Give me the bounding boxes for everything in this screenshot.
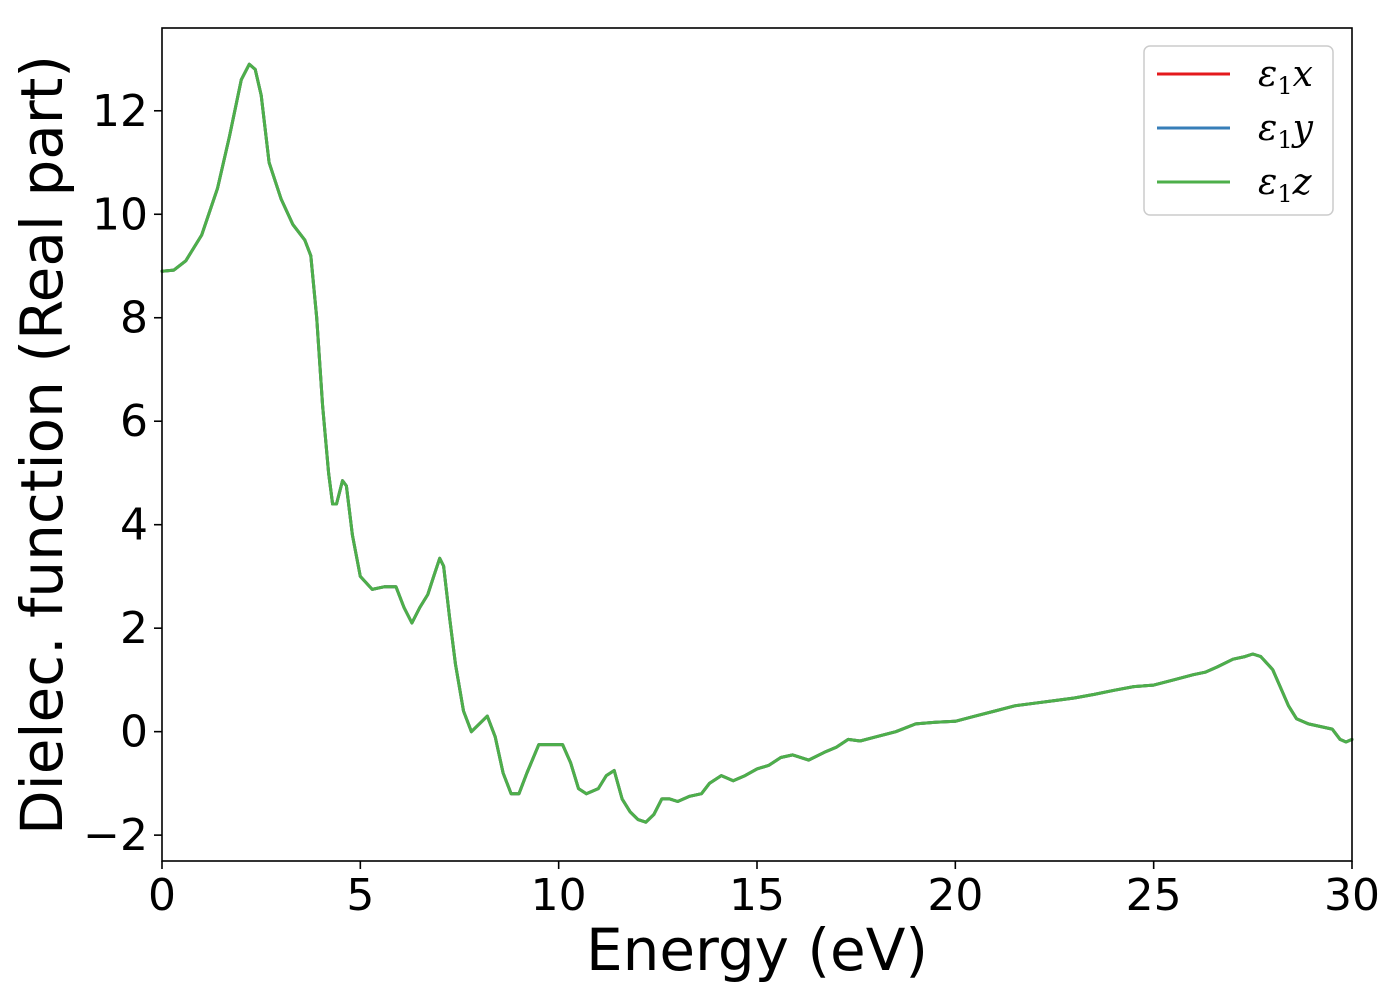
x-axis-label: Energy (eV) [586,916,928,984]
x-tick-label: 0 [148,870,176,921]
y-tick-label: 12 [92,86,148,137]
y-tick-label: 0 [120,707,148,758]
legend-label: ε1y [1258,108,1314,154]
x-axis: 0 5 10 15 20 25 30 [148,861,1380,921]
legend-box [1143,45,1334,216]
y-tick-label: −2 [83,810,148,861]
legend-label: ε1x [1258,54,1313,100]
x-tick-label: 20 [927,870,983,921]
legend-label: ε1z [1258,162,1313,208]
x-tick-label: 10 [531,870,587,921]
x-tick-label: 5 [346,870,374,921]
y-tick-label: 8 [120,293,148,344]
x-tick-label: 30 [1324,870,1380,921]
x-tick-label: 15 [729,870,785,921]
y-tick-label: 10 [92,189,148,240]
y-axis-label: Dielec. function (Real part) [8,55,76,835]
y-axis: −2 0 2 4 6 8 10 12 [83,86,162,861]
series-layer [160,62,1354,824]
y-tick-label: 4 [120,500,148,551]
series-line-3 [160,62,1354,824]
y-tick-label: 2 [120,603,148,654]
y-tick-label: 6 [120,396,148,447]
x-tick-label: 25 [1126,870,1182,921]
legend: ε1x ε1y ε1z [1143,45,1334,216]
